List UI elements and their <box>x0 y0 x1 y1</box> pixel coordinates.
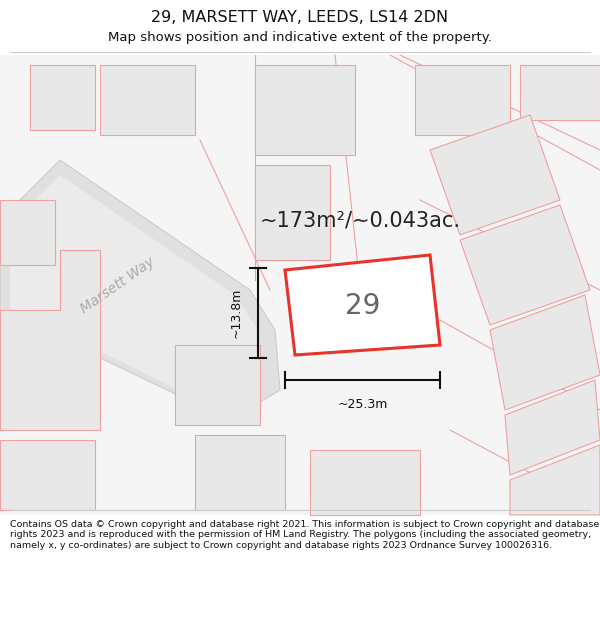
Polygon shape <box>10 175 260 410</box>
Polygon shape <box>430 115 560 235</box>
Polygon shape <box>255 65 355 155</box>
Text: 29, MARSETT WAY, LEEDS, LS14 2DN: 29, MARSETT WAY, LEEDS, LS14 2DN <box>151 11 449 26</box>
Polygon shape <box>510 445 600 515</box>
Polygon shape <box>100 65 195 135</box>
Polygon shape <box>520 65 600 120</box>
Text: 29: 29 <box>345 292 380 320</box>
Text: ~173m²/~0.043ac.: ~173m²/~0.043ac. <box>260 210 461 230</box>
Polygon shape <box>195 435 285 510</box>
Text: Marsett Way: Marsett Way <box>79 254 158 316</box>
Text: Map shows position and indicative extent of the property.: Map shows position and indicative extent… <box>108 31 492 44</box>
Polygon shape <box>255 165 330 260</box>
Text: ~25.3m: ~25.3m <box>337 398 388 411</box>
Polygon shape <box>460 205 590 325</box>
Polygon shape <box>175 345 260 425</box>
Polygon shape <box>0 440 95 510</box>
Polygon shape <box>285 255 440 355</box>
Text: ~13.8m: ~13.8m <box>230 288 243 338</box>
Polygon shape <box>30 65 95 130</box>
Polygon shape <box>310 450 420 515</box>
Polygon shape <box>0 160 280 420</box>
Polygon shape <box>505 380 600 475</box>
Polygon shape <box>415 65 510 135</box>
FancyBboxPatch shape <box>0 55 600 515</box>
Polygon shape <box>0 200 55 265</box>
Polygon shape <box>490 295 600 410</box>
Polygon shape <box>0 250 100 430</box>
Text: Contains OS data © Crown copyright and database right 2021. This information is : Contains OS data © Crown copyright and d… <box>10 520 599 550</box>
